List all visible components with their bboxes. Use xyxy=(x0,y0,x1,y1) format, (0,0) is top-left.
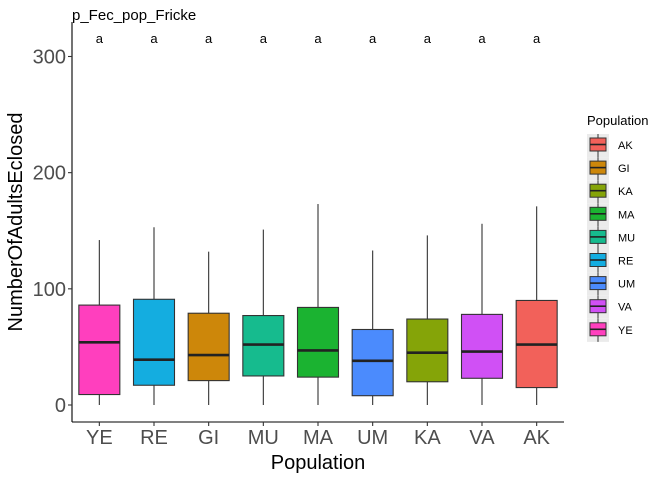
x-tick-label: RE xyxy=(140,427,168,449)
box-iqr xyxy=(351,328,394,397)
y-axis-ticks: 0 100 200 300 xyxy=(33,46,72,417)
x-axis-ticks: YE RE GI MU MA UM KA VA AK xyxy=(86,422,551,449)
legend-label: KA xyxy=(618,186,633,198)
chart-title: p_Fec_pop_Fricke xyxy=(72,7,196,24)
legend-item-ye: YE xyxy=(587,318,633,342)
box-iqr xyxy=(460,313,504,379)
legend: Population AK GI KA MA MU RE UM VA YE xyxy=(587,113,648,342)
legend-title: Population xyxy=(587,113,648,128)
y-tick-label: 100 xyxy=(33,279,66,301)
x-tick-label: VA xyxy=(469,427,495,449)
legend-item-gi: GI xyxy=(587,157,630,181)
legend-label: YE xyxy=(618,325,633,337)
x-axis-title: Population xyxy=(271,452,366,474)
box-iqr xyxy=(132,298,176,386)
y-axis-title: NumberOfAdultsEclosed xyxy=(5,113,27,332)
y-tick-label: 200 xyxy=(33,163,66,185)
box-ak: a xyxy=(515,31,558,405)
significance-label: a xyxy=(424,31,432,46)
x-tick-label: UM xyxy=(357,427,388,449)
x-tick-label: MA xyxy=(303,427,334,449)
legend-label: GI xyxy=(618,163,630,175)
box-iqr xyxy=(78,304,121,396)
y-tick-label: 0 xyxy=(55,395,66,417)
box-ma: a xyxy=(296,31,340,405)
x-tick-label: KA xyxy=(414,427,441,449)
significance-label: a xyxy=(478,31,486,46)
box-re: a xyxy=(132,31,176,405)
significance-label: a xyxy=(533,31,541,46)
box-mu: a xyxy=(242,31,285,405)
box-iqr xyxy=(296,306,340,378)
x-tick-label: AK xyxy=(523,427,550,449)
legend-label: MU xyxy=(618,232,635,244)
legend-label: UM xyxy=(618,279,635,291)
legend-item-ak: AK xyxy=(587,134,633,158)
significance-label: a xyxy=(369,31,377,46)
significance-label: a xyxy=(260,31,268,46)
legend-item-ka: KA xyxy=(587,180,633,204)
legend-item-um: UM xyxy=(587,272,635,296)
legend-item-ma: MA xyxy=(587,203,635,227)
legend-item-va: VA xyxy=(587,295,633,319)
legend-label: RE xyxy=(618,256,633,268)
x-tick-label: GI xyxy=(198,427,219,449)
box-gi: a xyxy=(187,31,230,405)
box-va: a xyxy=(460,31,504,405)
significance-label: a xyxy=(150,31,158,46)
legend-label: MA xyxy=(618,209,635,221)
legend-label: AK xyxy=(618,140,633,152)
significance-label: a xyxy=(314,31,322,46)
significance-label: a xyxy=(96,31,104,46)
box-ka: a xyxy=(406,31,449,405)
legend-item-mu: MU xyxy=(587,226,635,250)
box-ye: a xyxy=(78,31,121,405)
legend-item-re: RE xyxy=(587,249,633,273)
box-iqr xyxy=(187,312,230,382)
box-um: a xyxy=(351,31,394,405)
y-tick-label: 300 xyxy=(33,46,66,68)
box-iqr xyxy=(406,318,449,383)
x-tick-label: MU xyxy=(248,427,279,449)
significance-label: a xyxy=(205,31,213,46)
x-tick-label: YE xyxy=(86,427,113,449)
legend-label: VA xyxy=(618,302,633,314)
